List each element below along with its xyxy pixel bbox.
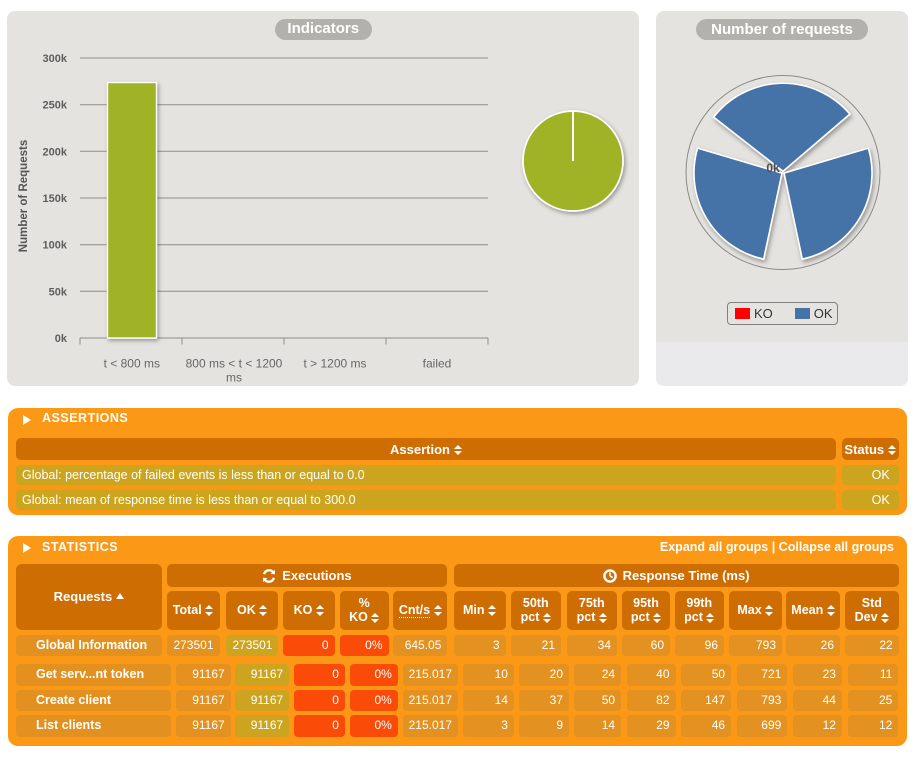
svg-text:failed: failed bbox=[423, 357, 452, 371]
svg-text:Number of Requests: Number of Requests bbox=[18, 140, 30, 252]
svg-text:ms: ms bbox=[226, 371, 242, 385]
svg-text:0k: 0k bbox=[766, 161, 780, 175]
svg-text:100k: 100k bbox=[43, 240, 68, 252]
svg-text:250k: 250k bbox=[43, 100, 68, 112]
svg-text:300k: 300k bbox=[43, 53, 68, 65]
svg-text:t < 800 ms: t < 800 ms bbox=[104, 357, 160, 371]
svg-text:150k: 150k bbox=[43, 193, 68, 205]
svg-text:0k: 0k bbox=[55, 333, 68, 345]
svg-text:50k: 50k bbox=[49, 286, 68, 298]
svg-text:t > 1200 ms: t > 1200 ms bbox=[303, 357, 366, 371]
svg-text:800 ms < t < 1200: 800 ms < t < 1200 bbox=[186, 357, 283, 371]
svg-text:200k: 200k bbox=[43, 146, 68, 158]
